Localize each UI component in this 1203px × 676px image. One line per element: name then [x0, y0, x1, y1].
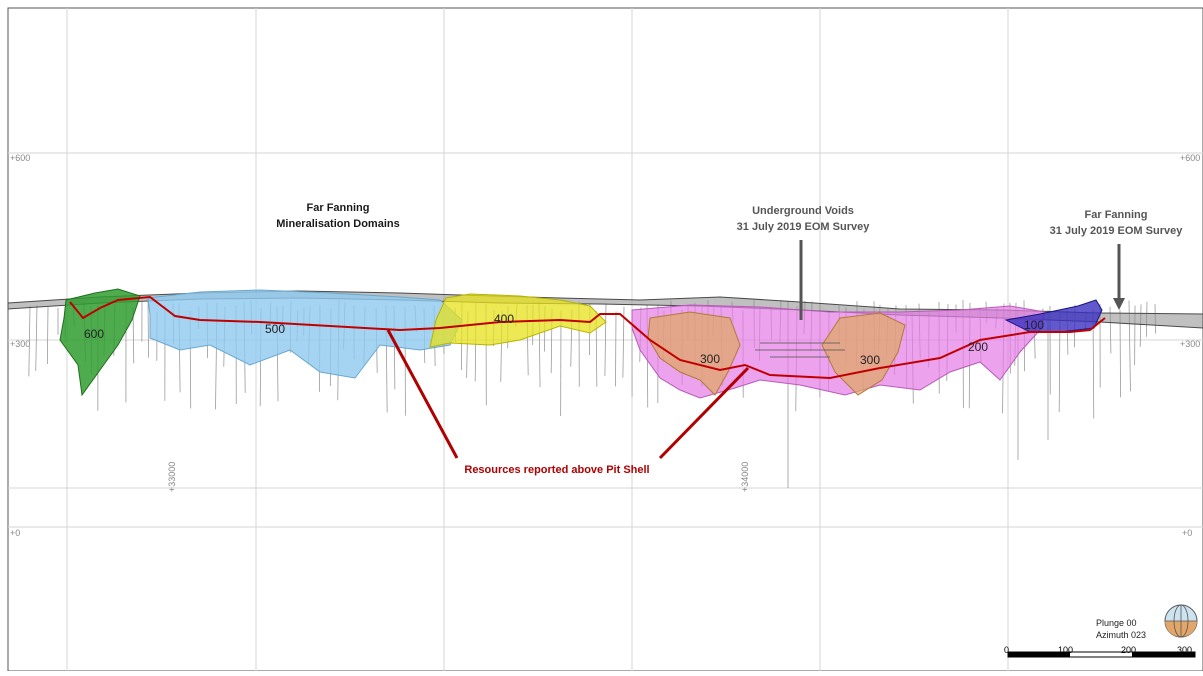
scale-tick-0: 0	[1004, 645, 1009, 655]
easting-label-34000: +34000	[740, 462, 750, 492]
domain-label-300-east: 300	[860, 353, 880, 367]
orientation-globe-icon	[1165, 605, 1197, 637]
domain-label-300-west: 300	[700, 352, 720, 366]
scale-tick-200: 200	[1121, 645, 1136, 655]
drillhole-trace	[148, 301, 149, 358]
annotation-voids-line1: Underground Voids	[752, 205, 854, 217]
annotation-voids-line2: 31 July 2019 EOM Survey	[737, 221, 871, 233]
annotation-pit-shell: Resources reported above Pit Shell	[464, 464, 649, 476]
elevation-label-600-left: +600	[10, 153, 30, 163]
domain-label-200: 200	[968, 340, 988, 354]
easting-label-33000: +33000	[167, 462, 177, 492]
elevation-label-300-left: +300	[10, 339, 30, 349]
domain-label-600: 600	[84, 327, 104, 341]
elevation-label-300-right: +300	[1180, 339, 1200, 349]
domain-label-400: 400	[494, 312, 514, 326]
annotation-domains-line2: Mineralisation Domains	[276, 218, 399, 230]
annotation-survey-line1: Far Fanning	[1085, 209, 1148, 221]
scale-tick-300: 300	[1177, 645, 1192, 655]
annotation-survey-line2: 31 July 2019 EOM Survey	[1050, 225, 1184, 237]
azimuth-label: Azimuth 023	[1096, 630, 1146, 640]
elevation-label-600-right: +600	[1180, 153, 1200, 163]
elevation-label-0-left: +0	[10, 528, 20, 538]
elevation-label-0-right: +0	[1182, 528, 1192, 538]
annotation-domains-line1: Far Fanning	[307, 202, 370, 214]
domain-label-100: 100	[1024, 318, 1044, 332]
scale-tick-100: 100	[1058, 645, 1073, 655]
domain-label-500: 500	[265, 322, 285, 336]
plunge-label: Plunge 00	[1096, 618, 1137, 628]
